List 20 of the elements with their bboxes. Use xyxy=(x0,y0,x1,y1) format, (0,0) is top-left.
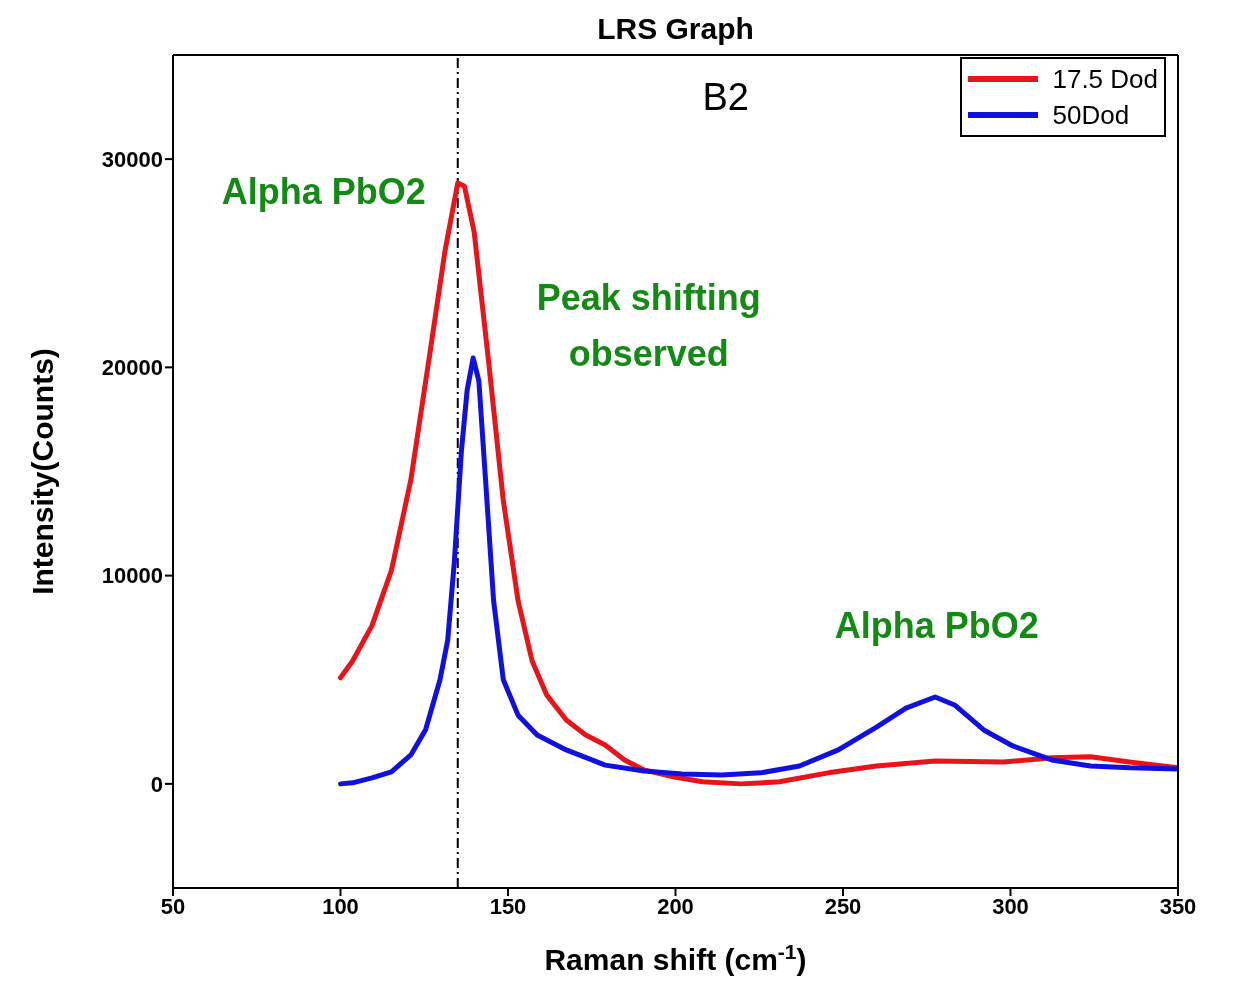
x-tick-label: 150 xyxy=(489,893,527,919)
y-tick-label: 30000 xyxy=(101,146,163,172)
annotation: Alpha PbO2 xyxy=(834,605,1039,647)
x-tick-label: 100 xyxy=(322,893,359,919)
x-tick-label: 200 xyxy=(657,893,694,919)
x-tick-label: 250 xyxy=(824,893,862,919)
chart-title: LRS Graph xyxy=(597,12,754,45)
legend-label: 17.5 Dod xyxy=(1052,63,1158,95)
x-tick-label: 50 xyxy=(160,893,186,919)
x-tick-label: 350 xyxy=(1159,893,1197,919)
annotation: Peak shifting observed xyxy=(536,276,761,374)
legend-label: 50Dod xyxy=(1052,99,1130,131)
y-tick-label: 0 xyxy=(150,771,163,797)
x-tick-label: 300 xyxy=(992,893,1029,919)
annotation: Alpha PbO2 xyxy=(221,171,426,213)
x-axis-title: Raman shift (cm$^{-1}$) xyxy=(544,939,807,976)
y-tick-label: 10000 xyxy=(101,563,163,589)
y-tick-label: 20000 xyxy=(101,355,163,381)
y-axis-title: Intensity(Counts) xyxy=(26,348,59,595)
annotation: B2 xyxy=(702,75,749,118)
